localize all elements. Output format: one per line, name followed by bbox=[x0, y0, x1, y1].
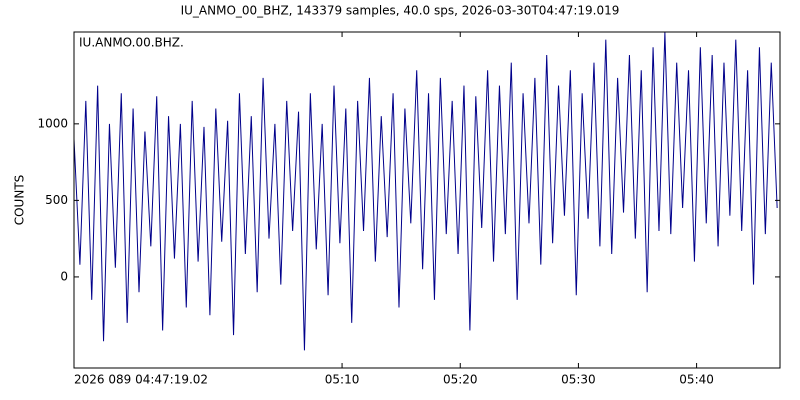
y-tick-label: 500 bbox=[45, 193, 68, 207]
x-tick-label: 05:40 bbox=[679, 373, 714, 387]
plot-frame bbox=[73, 31, 781, 369]
x-tick-label: 05:30 bbox=[561, 373, 596, 387]
chart-title: IU_ANMO_00_BHZ, 143379 samples, 40.0 sps… bbox=[181, 4, 620, 18]
x-tick-label: 2026 089 04:47:19.02 bbox=[74, 373, 208, 387]
trace-label: IU.ANMO.00.BHZ. bbox=[79, 36, 184, 50]
x-tick-label: 05:20 bbox=[443, 373, 478, 387]
y-tick-label: 0 bbox=[60, 269, 68, 283]
y-axis-label: COUNTS bbox=[13, 175, 27, 226]
x-tick-label: 05:10 bbox=[325, 373, 360, 387]
y-tick-label: 1000 bbox=[37, 116, 68, 130]
waveform bbox=[74, 32, 778, 351]
